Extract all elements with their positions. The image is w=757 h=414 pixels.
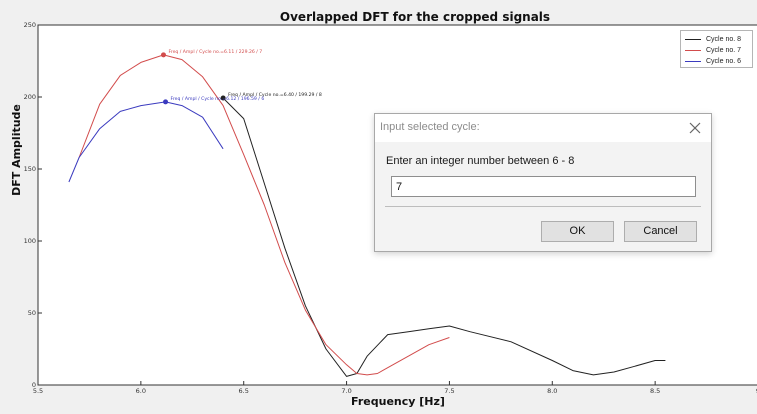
legend: Cycle no. 8 Cycle no. 7 Cycle no. 6	[680, 30, 753, 68]
y-tick-label: 250	[24, 21, 36, 29]
legend-label: Cycle no. 6	[706, 57, 742, 65]
cancel-button[interactable]: Cancel	[624, 221, 697, 242]
y-tick-label: 0	[32, 381, 36, 389]
legend-swatch	[685, 38, 701, 40]
series-line-2	[78, 54, 450, 376]
cycle-number-input[interactable]	[391, 176, 696, 197]
series-line-3	[68, 101, 224, 183]
x-tick-label: 7.0	[341, 387, 351, 395]
ticks-layer: 5.5 6.0 6.5 7.0 7.5 8.0 8.5 9 0 50 100 150 200 250	[24, 21, 757, 395]
legend-swatch	[685, 60, 701, 62]
peak-annotation: Freq / Ampl / Cycle no.=6.12 / 196.59 / …	[171, 96, 265, 102]
peak-marker	[160, 52, 166, 58]
peak-annotation: Freq / Ampl / Cycle no.=6.40 / 199.29 / …	[228, 92, 322, 98]
legend-item-cycle-6: Cycle no. 6	[685, 55, 741, 67]
x-tick-label: 8.0	[547, 387, 557, 395]
legend-label: Cycle no. 8	[706, 35, 742, 43]
x-tick-label: 6.5	[239, 387, 249, 395]
dialog-separator	[385, 206, 701, 207]
x-tick-label: 8.5	[650, 387, 660, 395]
y-tick-label: 100	[24, 237, 36, 245]
peak-marker	[163, 99, 169, 105]
legend-label: Cycle no. 7	[706, 46, 742, 54]
x-tick-label: 5.5	[33, 387, 43, 395]
peak-annotation: Freq / Ampl / Cycle no.=6.11 / 229.26 / …	[168, 49, 262, 55]
y-tick-label: 200	[24, 93, 36, 101]
x-axis-label: Frequency [Hz]	[351, 395, 445, 408]
x-tick-label: 9	[756, 387, 757, 395]
input-dialog: Input selected cycle: Enter an integer n…	[374, 113, 712, 252]
x-tick-label: 7.5	[444, 387, 454, 395]
close-button[interactable]	[685, 118, 705, 138]
y-axis-label-wrap: DFT Amplitude	[10, 40, 23, 260]
y-axis-label: DFT Amplitude	[10, 104, 23, 196]
dialog-prompt: Enter an integer number between 6 - 8	[386, 155, 575, 167]
ok-button[interactable]: OK	[541, 221, 614, 242]
peak-marker	[220, 95, 226, 101]
series-layer	[68, 54, 666, 377]
dialog-title: Input selected cycle:	[380, 121, 480, 133]
dialog-titlebar[interactable]: Input selected cycle:	[375, 114, 711, 142]
x-tick-label: 6.0	[136, 387, 146, 395]
series-line-1	[222, 97, 666, 377]
legend-swatch	[685, 49, 701, 51]
annotation-layer: Freq / Ampl / Cycle no.=6.11 / 229.26 / …	[160, 49, 322, 105]
close-icon	[689, 122, 701, 134]
legend-item-cycle-7: Cycle no. 7	[685, 44, 741, 56]
legend-item-cycle-8: Cycle no. 8	[685, 33, 741, 45]
chart-title: Overlapped DFT for the cropped signals	[279, 10, 551, 24]
y-tick-label: 50	[28, 309, 36, 317]
y-tick-label: 150	[24, 165, 36, 173]
